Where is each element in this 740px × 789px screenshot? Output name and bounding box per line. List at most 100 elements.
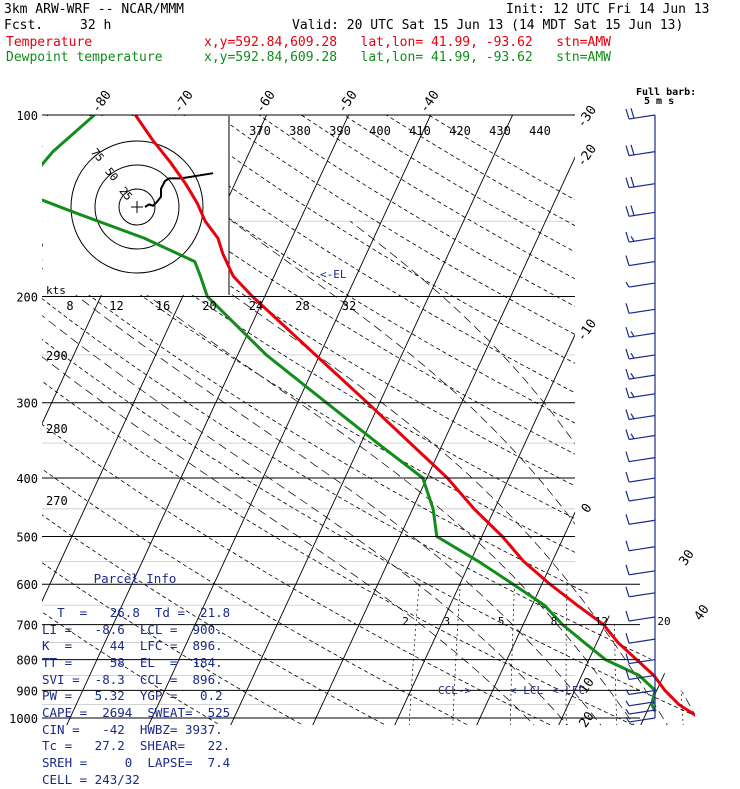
wind-barb-flag xyxy=(631,392,634,397)
isotherm--10 xyxy=(392,87,689,730)
wind-barb-315 xyxy=(626,409,655,419)
wind-barb-shaft xyxy=(629,309,655,313)
wind-barb-shaft xyxy=(629,262,655,266)
wind-barb-flag xyxy=(626,146,629,156)
wind-barb-flag xyxy=(626,701,629,706)
wind-barb-shaft xyxy=(629,690,655,694)
mixing-ratio-label-5: 5 xyxy=(498,615,505,628)
wind-barb-flag xyxy=(626,491,629,501)
parcel-row-tc: Tc = 27.2 SHEAR= 22. xyxy=(42,738,230,753)
isotherm-0 xyxy=(474,87,740,730)
pressure-label-200: 200 xyxy=(16,291,38,305)
wind-barb-210 xyxy=(626,303,655,313)
wind-barb-flag xyxy=(631,145,634,155)
wind-barb-230 xyxy=(626,327,655,337)
wind-barb-flag xyxy=(626,611,629,621)
wind-barb-flag xyxy=(626,282,629,287)
wind-barb-shaft xyxy=(629,283,655,287)
wind-barb-shaft xyxy=(629,571,655,575)
isotherm-label--60: -60 xyxy=(253,88,279,116)
wind-barb-740 xyxy=(626,633,655,643)
wind-barb-160 xyxy=(626,232,655,242)
isotherm-label--40: -40 xyxy=(417,88,443,116)
dry-adiabat-400 xyxy=(217,115,740,731)
wind-barb-shaft xyxy=(629,617,655,621)
wind-barb-270 xyxy=(626,369,655,379)
wind-barbs xyxy=(626,108,655,722)
lcl-marker-label: < LCL xyxy=(510,684,543,697)
wind-barb-620 xyxy=(626,587,655,597)
parcel-row-svi: SVI = -8.3 CCL = 896. xyxy=(42,672,223,687)
speed-label-16: 16 xyxy=(156,299,170,313)
wind-barb-175 xyxy=(626,256,655,266)
parcel-row-pw: PW = 5.32 YGP = 0.2 xyxy=(42,688,223,703)
wind-barb-shaft xyxy=(629,520,655,524)
theta-label-430: 430 xyxy=(489,124,511,138)
wind-barb-570 xyxy=(626,565,655,575)
parcel-row-t: T = 26.8 Td = 21.8 xyxy=(57,605,230,620)
wind-barb-shaft xyxy=(629,458,655,462)
wind-barb-flag xyxy=(631,414,634,419)
isotherm--30 xyxy=(228,87,525,730)
parcel-row-cell: CELL = 243/32 xyxy=(42,772,140,787)
theta-label-440: 440 xyxy=(529,124,551,138)
pressure-label-100: 100 xyxy=(16,109,38,123)
wind-barb-430 xyxy=(626,491,655,501)
dry-adiabat-440 xyxy=(386,115,740,731)
wind-barb-flag xyxy=(626,654,629,664)
wind-barb-flag xyxy=(626,429,629,439)
wind-barb-flag xyxy=(626,541,629,551)
wind-barb-shaft xyxy=(629,639,655,643)
speed-label-8: 8 xyxy=(66,299,73,313)
wind-barb-flag xyxy=(626,409,629,419)
mixing-ratio-line-12 xyxy=(614,584,617,731)
speed-label-28: 28 xyxy=(295,299,309,313)
ccl-marker-label: CCL-> xyxy=(438,684,471,697)
theta-label-370: 370 xyxy=(249,124,271,138)
wind-barb-520 xyxy=(626,541,655,551)
mixing-ratio-label-20: 20 xyxy=(657,615,670,628)
isotherm-label--30: -30 xyxy=(574,103,600,131)
wind-barb-flag xyxy=(626,256,629,266)
wind-barb-340 xyxy=(626,429,655,439)
isotherm--20 xyxy=(310,87,607,730)
mixing-ratio-label-2: 2 xyxy=(402,615,409,628)
wind-barb-shaft xyxy=(629,547,655,551)
wind-barb-flag xyxy=(626,587,629,597)
wind-barb-flag xyxy=(626,709,629,714)
pressure-label-400: 400 xyxy=(16,472,38,486)
isotherm-label--70: -70 xyxy=(171,88,197,116)
wind-barb-400 xyxy=(626,472,655,482)
theta-left-label-280: 280 xyxy=(46,422,68,436)
theta-label-380: 380 xyxy=(289,124,311,138)
wind-barb-shaft xyxy=(629,497,655,501)
mixing-ratio-label-3: 3 xyxy=(443,615,450,628)
wind-barb-flag xyxy=(631,434,634,439)
wind-barb-flag xyxy=(626,178,629,188)
parcel-row-sreh: SREH = 0 LAPSE= 7.4 xyxy=(42,755,230,770)
wind-barb-flag xyxy=(631,331,634,336)
isotherm-label-30: 30 xyxy=(676,547,697,568)
wind-barb-flag xyxy=(626,232,629,242)
wind-barb-flag xyxy=(626,369,629,379)
wind-barb-145 xyxy=(626,206,655,217)
pressure-label-600: 600 xyxy=(16,578,38,592)
pressure-label-700: 700 xyxy=(16,619,38,633)
isotherm-label--10: -10 xyxy=(574,317,600,345)
parcel-row-k: K = 44 LFC = 896. xyxy=(42,638,223,653)
speed-label-20: 20 xyxy=(202,299,216,313)
isotherm-10 xyxy=(556,87,740,730)
dry-adiabat-410 xyxy=(259,115,740,731)
speed-label-32: 32 xyxy=(342,299,356,313)
wind-barb-130 xyxy=(626,177,655,188)
wind-barb-370 xyxy=(626,452,655,462)
isotherm-label--80: -80 xyxy=(89,88,115,116)
mixing-ratio-line-20 xyxy=(677,584,684,731)
theta-left-label-270: 270 xyxy=(46,494,68,508)
wind-barb-100 xyxy=(626,108,655,119)
pressure-label-900: 900 xyxy=(16,684,38,698)
wind-barb-shaft xyxy=(629,478,655,482)
wind-barb-flag xyxy=(626,452,629,462)
isotherm-label-0: 0 xyxy=(579,501,596,516)
